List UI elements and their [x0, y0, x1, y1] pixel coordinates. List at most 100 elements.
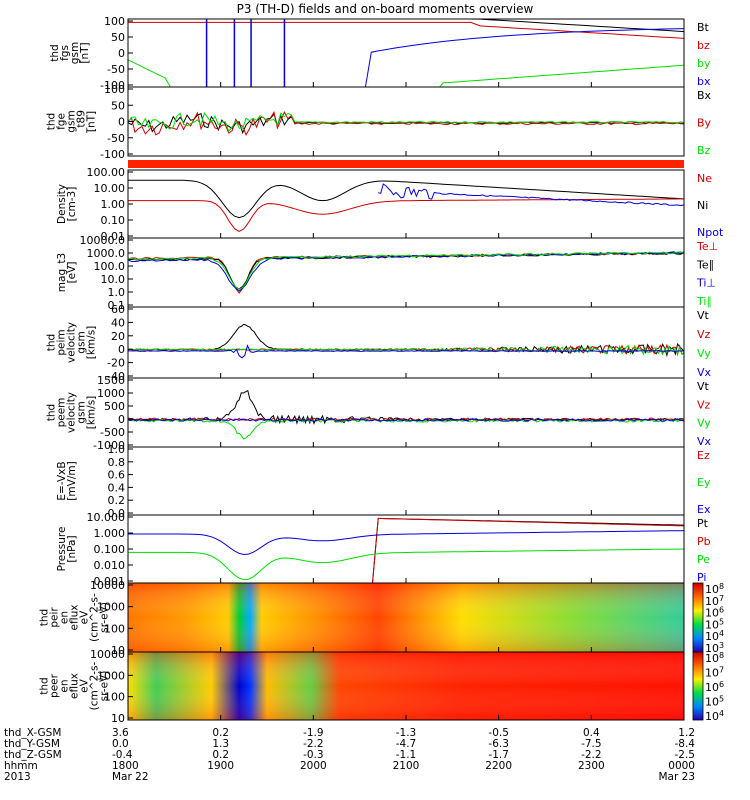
panel-peim_velocity-ytick-label: -20 [107, 357, 125, 370]
panel-temperature-legend-1: Te∥ [696, 258, 714, 271]
panel-fge-ylabel: thd [46, 113, 58, 130]
panel-peir_spec-ytick-label: 100 [104, 622, 125, 635]
panel-peem_velocity-plot [128, 389, 684, 440]
panel-fgs-ylabel: fgs [59, 45, 71, 61]
panel-peer_spec-ytick-label: 10000 [90, 648, 125, 661]
panel-fgs-ytick-label: 100 [104, 15, 125, 28]
panel-fge-ylabel: fge [56, 113, 68, 130]
panel-peir_spec-ylabel: eflux [69, 605, 81, 631]
panel-density-ylabel: Density [56, 184, 68, 224]
panel-peim_velocity-ytick-label: 0 [118, 343, 125, 356]
panel-stack: 100500-50-100thdfgsgsm[nT]Btbzbybx100500… [39, 15, 725, 725]
panel-density-ytick-label: 0.10 [101, 214, 126, 227]
panel-peim_velocity-ytick-label: 20 [111, 330, 125, 343]
orbit-value: 1800 [112, 760, 139, 772]
panel-temperature-ylabel: mag_t3 [56, 253, 68, 292]
panel-peem_velocity-ytick-label: -1000 [93, 439, 125, 452]
panel-peem_velocity-ytick-label: 0 [118, 413, 125, 426]
panel-temperature-ylabel: [eV] [66, 262, 78, 284]
orbit-value: Mar 23 [658, 771, 695, 783]
orbit-value: 1.2 [678, 727, 695, 739]
panel-fgs-ylabel: [nT] [79, 42, 91, 63]
panel-fge-ytick-label: 0 [118, 116, 125, 129]
panel-peer_spec-ylabel: en [59, 679, 71, 692]
peir_spec-colorbar [692, 582, 704, 653]
panel-efield-ytick-label: 0.8 [108, 456, 126, 469]
panel-pressure-ylabel: Pressure [56, 527, 68, 572]
orbit-value: -0.3 [303, 749, 324, 761]
orbit-value: -6.3 [488, 738, 509, 750]
panel-density-ytick-label: 100.00 [87, 166, 126, 179]
panel-temperature-ytick-label: 1.0 [108, 286, 126, 299]
peer_spec-colorbar-label: 106 [705, 680, 724, 694]
panel-peim_velocity-legend-1: Vz [697, 328, 711, 341]
panel-peim_velocity-ytick-label: -40 [107, 370, 125, 383]
fge-bz-line [128, 111, 684, 133]
panel-density-legend-1: Ni [697, 199, 708, 212]
orbit-value: -7.5 [581, 738, 602, 750]
panel-peem_velocity-frame [127, 377, 685, 448]
panel-efield-ylabel: E=-VxB [56, 461, 68, 500]
panel-fge-ylabel: [nT] [86, 111, 98, 132]
panel-efield-ytick-label: 0.6 [108, 469, 126, 482]
peer_spec-colorbar-label: 104 [705, 709, 724, 723]
panel-peem_velocity-ylabel: [km/s] [86, 396, 98, 430]
panel-pressure-ylabel: [nPa] [66, 535, 78, 562]
panel-pressure-ytick-label: 10.000 [87, 511, 126, 524]
orbit-value: 0000 [668, 760, 695, 772]
density-ne-line [128, 198, 684, 232]
orbit-value: -0.4 [112, 749, 133, 761]
panel-peir_spec-ylabel: en [59, 611, 71, 624]
orbit-value: 1900 [207, 760, 234, 772]
panel-pressure-plot [128, 517, 684, 583]
orbit-table: thd_X-GSM 3.6 0.2 -1.9 -1.3 -0.5 0.4 1.2 thd_Y-G… [4, 727, 695, 783]
panel-peim_velocity-ylabel: peim [56, 329, 68, 355]
panel-peim_velocity-frame [127, 306, 685, 379]
peim-vy-line [128, 344, 684, 356]
panel-density-ytick-label: 10.00 [94, 182, 126, 195]
panel-peem_velocity-ytick-label: 1000 [97, 387, 125, 400]
panel-efield-ytick-label: 0.0 [108, 507, 126, 520]
panel-fge-plot [128, 111, 684, 136]
panel-efield-ytick-label: 0.2 [108, 494, 126, 507]
panel-temperature-ytick-label: 100.0 [94, 260, 126, 273]
panel-efield-legend-0: Ez [697, 449, 710, 462]
panel-density-legend-0: Ne [697, 172, 712, 185]
panel-peim_velocity-ytick-label: 60 [111, 303, 125, 316]
panel-peir_spec-ylabel: thd [39, 609, 51, 626]
panel-fge-ylabel: _t89 [76, 110, 88, 134]
orbit-value: 2300 [578, 760, 605, 772]
panel-pressure-legend-1: Pb [697, 535, 711, 548]
orbit-value: 2000 [300, 760, 327, 772]
panel-efield-ytick-label: 0.4 [108, 481, 126, 494]
orbit-value: -1.7 [488, 749, 509, 761]
panel-efield-legend-2: Ex [697, 503, 711, 516]
panel-peem_velocity-legend-0: Vt [697, 380, 710, 393]
panel-fge-legend-1: By [697, 117, 712, 130]
panel-peir_spec-ylabel: eV [79, 610, 91, 624]
panel-peer_spec-ylabel: eV [79, 678, 91, 692]
panel-density-legend-2: Npot [697, 226, 724, 239]
panel-temperature-ytick-label: 1000.0 [87, 247, 126, 260]
orbit-value: -4.7 [396, 738, 417, 750]
panel-fgs-legend-0: Bt [697, 21, 710, 34]
panel-peir_spec-ylabel: sr-eV) [99, 602, 111, 633]
orbit-value: -1.9 [303, 727, 324, 739]
panel-peem_velocity-ylabel: velocity [66, 392, 78, 433]
orbit-value: 0.0 [112, 738, 129, 750]
panel-peem_velocity-ylabel: gsm [76, 401, 88, 423]
panel-peim_velocity-ylabel: gsm [76, 331, 88, 353]
panel-fge-ylabel: gsm [66, 110, 78, 132]
panel-peem_velocity-legend-1: Vz [697, 398, 711, 411]
panel-pressure-ytick-label: 0.100 [94, 543, 126, 556]
peer_spec-colorbar [692, 651, 704, 721]
panel-density: 100.00 10.00 1.00 0.10 0.01 Density[cm-3] Ne Ni… [56, 166, 724, 243]
panel-temperature-ytick-label: 10000.0 [80, 234, 126, 247]
pressure-pe-line [128, 548, 684, 581]
panel-efield: 1.00.80.60.40.20.0 E=-VxB[mV/m] Ez Ey Ex [56, 443, 711, 520]
orbit-value: 1.3 [212, 738, 229, 750]
